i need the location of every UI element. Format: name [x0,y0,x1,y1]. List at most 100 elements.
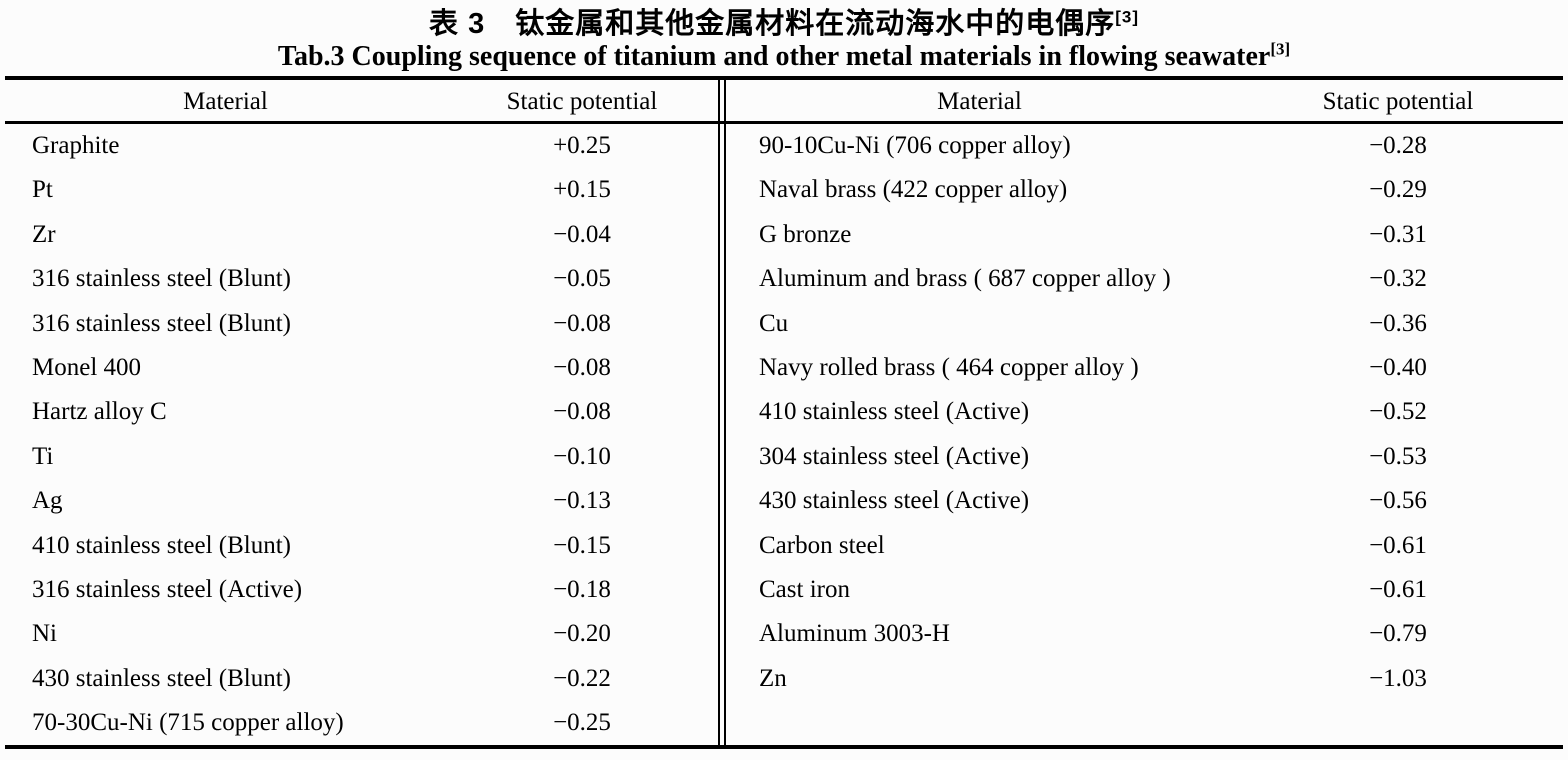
static-potential-cell: −0.61 [1369,531,1427,559]
table-row: Carbon steel −0.61 [726,524,1563,568]
caption-en-text: Tab.3 Coupling sequence of titanium and … [277,41,1271,72]
table-row: 316 stainless steel (Blunt) −0.08 [5,302,718,346]
static-potential-cell: −0.08 [553,309,611,337]
header-separator-rule [5,121,1563,124]
column-header-static-potential: Static potential [506,88,658,115]
table-row: Ag −0.13 [5,479,718,523]
table-row: 90-10Cu-Ni (706 copper alloy) −0.28 [726,124,1563,168]
table-row: Pt +0.15 [5,168,718,212]
table-row: 430 stainless steel (Active) −0.56 [726,479,1563,523]
static-potential-cell: −0.31 [1369,220,1427,248]
material-cell: Pt [32,176,53,204]
table-row: Hartz alloy C −0.08 [5,390,718,434]
table-top-rule [5,76,1563,80]
table-row: 316 stainless steel (Active) −0.18 [5,568,718,612]
material-cell: Cast iron [759,575,850,603]
static-potential-cell: −0.20 [553,620,611,648]
static-potential-cell: −0.56 [1369,487,1427,515]
static-potential-cell: −0.53 [1369,442,1427,470]
static-potential-cell: −0.13 [553,487,611,515]
right-column-rows: 90-10Cu-Ni (706 copper alloy) −0.28 Nava… [726,124,1563,745]
table-row: 430 stainless steel (Blunt) −0.22 [5,657,718,701]
table-row: 410 stainless steel (Active) −0.52 [726,390,1563,434]
table-row: Naval brass (422 copper alloy) −0.29 [726,168,1563,212]
material-cell: Cu [759,309,789,337]
material-cell: Navy rolled brass ( 464 copper alloy ) [759,353,1139,381]
table-row: Ti −0.10 [5,435,718,479]
material-cell: Ni [32,620,57,648]
static-potential-cell: −0.08 [553,353,611,381]
column-header-static-potential: Static potential [1322,88,1474,115]
coupling-sequence-table: Material Static potential Material Stati… [5,76,1563,750]
material-cell: Aluminum 3003-H [759,620,950,648]
caption-zh-text: 表 3 钛金属和其他金属材料在流动海水中的电偶序 [429,8,1116,40]
table-row: Zn −1.03 [726,657,1563,701]
table-row: Cast iron −0.61 [726,568,1563,612]
material-cell: G bronze [759,220,852,248]
material-cell: Carbon steel [759,531,885,559]
table-row: G bronze −0.31 [726,213,1563,257]
table-caption-zh: 表 3 钛金属和其他金属材料在流动海水中的电偶序[3] [0,0,1568,41]
caption-en-reference: [3] [1270,39,1291,59]
material-cell: 430 stainless steel (Blunt) [32,664,291,692]
column-header-material: Material [183,88,268,115]
static-potential-cell: −0.05 [553,265,611,293]
static-potential-cell: −0.32 [1369,265,1427,293]
table-caption-en: Tab.3 Coupling sequence of titanium and … [0,41,1568,73]
table-row: 316 stainless steel (Blunt) −0.05 [5,257,718,301]
static-potential-cell: −1.03 [1369,664,1427,692]
material-cell: Zr [32,220,56,248]
table-row: Navy rolled brass ( 464 copper alloy ) −… [726,346,1563,390]
static-potential-cell: +0.25 [553,132,611,159]
header-left-half: Material Static potential [5,80,718,121]
material-cell: 316 stainless steel (Blunt) [32,309,291,337]
table-row: 410 stainless steel (Blunt) −0.15 [5,524,718,568]
static-potential-cell: −0.18 [553,575,611,603]
static-potential-cell: −0.08 [553,398,611,426]
table-header-row: Material Static potential Material Stati… [5,80,1563,121]
static-potential-cell: −0.79 [1369,620,1427,648]
static-potential-cell: −0.61 [1369,575,1427,603]
static-potential-cell: −0.10 [553,442,611,470]
material-cell: Ti [32,442,54,470]
column-header-material: Material [937,88,1022,115]
material-cell: Zn [759,664,787,692]
material-cell: 90-10Cu-Ni (706 copper alloy) [759,132,1071,159]
static-potential-cell: −0.29 [1369,176,1427,204]
static-potential-cell: −0.52 [1369,398,1427,426]
material-cell: 304 stainless steel (Active) [759,442,1030,470]
table-row: Aluminum 3003-H −0.79 [726,612,1563,656]
material-cell: Monel 400 [32,353,142,381]
table-row: Graphite +0.25 [5,124,718,168]
static-potential-cell: +0.15 [553,176,611,204]
material-cell: 316 stainless steel (Active) [32,575,303,603]
static-potential-cell: −0.28 [1369,132,1427,159]
static-potential-cell: −0.15 [553,531,611,559]
header-right-half: Material Static potential [726,80,1563,121]
table-row: Aluminum and brass ( 687 copper alloy ) … [726,257,1563,301]
material-cell: Hartz alloy C [32,398,167,426]
static-potential-cell: −0.36 [1369,309,1427,337]
table-row: Ni −0.20 [5,612,718,656]
table-row: Cu −0.36 [726,302,1563,346]
material-cell: Ag [32,487,63,515]
material-cell: Naval brass (422 copper alloy) [759,176,1068,204]
table-row: 70-30Cu-Ni (715 copper alloy) −0.25 [5,701,718,745]
table-bottom-rule [5,745,1563,750]
static-potential-cell: −0.04 [553,220,611,248]
double-vertical-divider [718,80,726,121]
material-cell: 410 stainless steel (Active) [759,398,1030,426]
table-row: Monel 400 −0.08 [5,346,718,390]
material-cell: 316 stainless steel (Blunt) [32,265,291,293]
material-cell: 70-30Cu-Ni (715 copper alloy) [32,709,344,737]
caption-zh-reference: [3] [1115,7,1139,27]
table-body: Graphite +0.25 Pt +0.15 Zr −0.04 316 sta… [5,124,1563,746]
static-potential-cell: −0.25 [553,709,611,737]
material-cell: 410 stainless steel (Blunt) [32,531,291,559]
double-vertical-divider [718,124,726,746]
left-column-rows: Graphite +0.25 Pt +0.15 Zr −0.04 316 sta… [5,124,718,745]
material-cell: 430 stainless steel (Active) [759,487,1030,515]
table-row: Zr −0.04 [5,213,718,257]
material-cell: Aluminum and brass ( 687 copper alloy ) [759,265,1171,293]
